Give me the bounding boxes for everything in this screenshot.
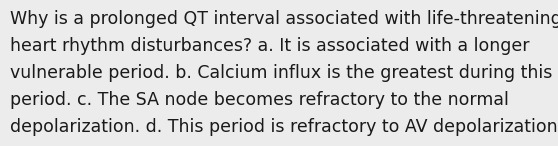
Text: heart rhythm disturbances? a. It is associated with a longer: heart rhythm disturbances? a. It is asso…	[10, 37, 530, 55]
Text: depolarization. d. This period is refractory to AV depolarization.: depolarization. d. This period is refrac…	[10, 118, 558, 136]
Text: vulnerable period. b. Calcium influx is the greatest during this: vulnerable period. b. Calcium influx is …	[10, 64, 552, 82]
Text: period. c. The SA node becomes refractory to the normal: period. c. The SA node becomes refractor…	[10, 91, 509, 109]
Text: Why is a prolonged QT interval associated with life-threatening: Why is a prolonged QT interval associate…	[10, 10, 558, 28]
